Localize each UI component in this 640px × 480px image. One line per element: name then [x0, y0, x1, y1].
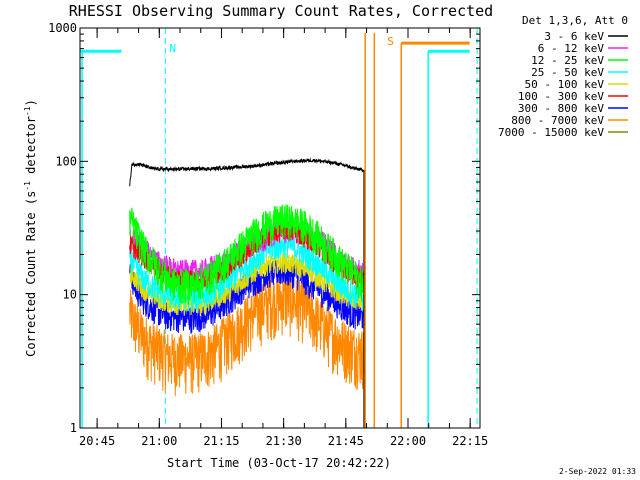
legend-label-7: 800 - 7000 keV: [511, 114, 604, 127]
legend-label-2: 12 - 25 keV: [531, 54, 604, 67]
y-tick-label-1: 10: [63, 288, 77, 302]
saa-label: S: [387, 35, 394, 48]
y-axis-label: Corrected Count Rate (s-1 detector-1): [23, 99, 38, 357]
series-line-4: [129, 252, 365, 316]
y-axis-label-mid: detector: [24, 116, 38, 181]
series-line-7: [129, 275, 365, 396]
x-tick-label-6: 22:15: [452, 434, 488, 448]
series-line-3: [129, 234, 365, 312]
legend-label-1: 6 - 12 keV: [538, 42, 605, 55]
legend-label-6: 300 - 800 keV: [518, 102, 604, 115]
legend-label-5: 100 - 300 keV: [518, 90, 604, 103]
y-axis-label-exp1: -1: [23, 181, 32, 191]
series-line-0: [129, 157, 365, 428]
x-tick-label-2: 21:15: [203, 434, 239, 448]
x-tick-label-4: 21:45: [328, 434, 364, 448]
legend-label-0: 3 - 6 keV: [544, 30, 604, 43]
x-tick-label-0: 20:45: [79, 434, 115, 448]
plot-area: NS: [80, 28, 478, 428]
y-tick-label-3: 1000: [48, 21, 77, 35]
legend-label-4: 50 - 100 keV: [525, 78, 605, 91]
y-axis-label-exp2: -1: [23, 106, 32, 116]
y-axis-label-end: ): [24, 99, 38, 106]
y-tick-label-0: 1: [70, 421, 77, 435]
plot-frame: [79, 27, 481, 429]
axis-ticks: 1 10 100 1000 20:45 21:00 21:15 21:30 21:45 22:00…: [48, 21, 488, 448]
legend-label-8: 7000 - 15000 keV: [498, 126, 604, 139]
legend-header: Det 1,3,6, Att 0: [522, 14, 628, 27]
x-axis-label: Start Time (03-Oct-17 20:42:22): [167, 456, 391, 470]
chart-title: RHESSI Observing Summary Count Rates, Co…: [69, 2, 493, 20]
night-label: N: [169, 42, 176, 55]
y-axis-label-main: Corrected Count Rate (s: [24, 191, 38, 357]
legend-label-3: 25 - 50 keV: [531, 66, 604, 79]
x-tick-label-1: 21:00: [141, 434, 177, 448]
series-line-2: [129, 204, 365, 305]
footer-timestamp: 2-Sep-2022 01:33: [559, 467, 636, 476]
y-tick-label-2: 100: [55, 154, 77, 168]
x-tick-label-3: 21:30: [266, 434, 302, 448]
x-tick-label-5: 22:00: [390, 434, 426, 448]
